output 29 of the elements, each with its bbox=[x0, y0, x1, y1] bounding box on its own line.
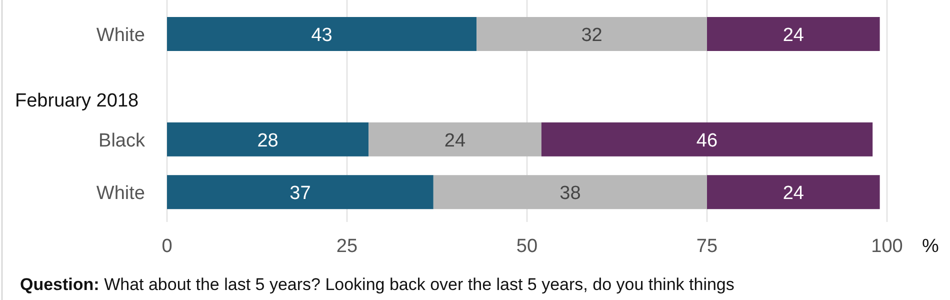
bar bbox=[707, 17, 880, 51]
y-tick-label: Black bbox=[98, 130, 146, 152]
x-tick-label: 100 bbox=[871, 236, 903, 257]
data-label: 38 bbox=[560, 183, 581, 204]
x-axis-title: % bbox=[922, 236, 939, 257]
x-tick-label: 0 bbox=[162, 236, 172, 257]
bar bbox=[476, 17, 707, 51]
x-tick-label: 25 bbox=[336, 236, 358, 257]
data-label: 37 bbox=[290, 183, 311, 204]
bar bbox=[707, 175, 880, 210]
bar bbox=[368, 122, 542, 156]
data-label: 24 bbox=[782, 25, 804, 46]
data-label: 32 bbox=[581, 25, 602, 46]
bar bbox=[167, 175, 434, 210]
x-tick-label: 75 bbox=[696, 236, 718, 257]
bar bbox=[541, 122, 873, 156]
bar bbox=[167, 122, 369, 156]
data-label: 24 bbox=[782, 183, 804, 204]
data-label: 46 bbox=[696, 130, 718, 152]
x-tick-label: 50 bbox=[516, 236, 538, 257]
text: February 2018 bbox=[15, 90, 139, 112]
bar bbox=[167, 17, 477, 51]
data-label: 28 bbox=[257, 130, 278, 152]
text: Question: What about the last 5 years? Looking back over the last 5 years, do you think things bbox=[20, 275, 734, 294]
y-tick-label: White bbox=[96, 25, 145, 46]
y-tick-label: White bbox=[96, 183, 145, 204]
data-label: 43 bbox=[311, 25, 332, 46]
bar bbox=[433, 175, 707, 210]
data-label: 24 bbox=[444, 130, 466, 152]
